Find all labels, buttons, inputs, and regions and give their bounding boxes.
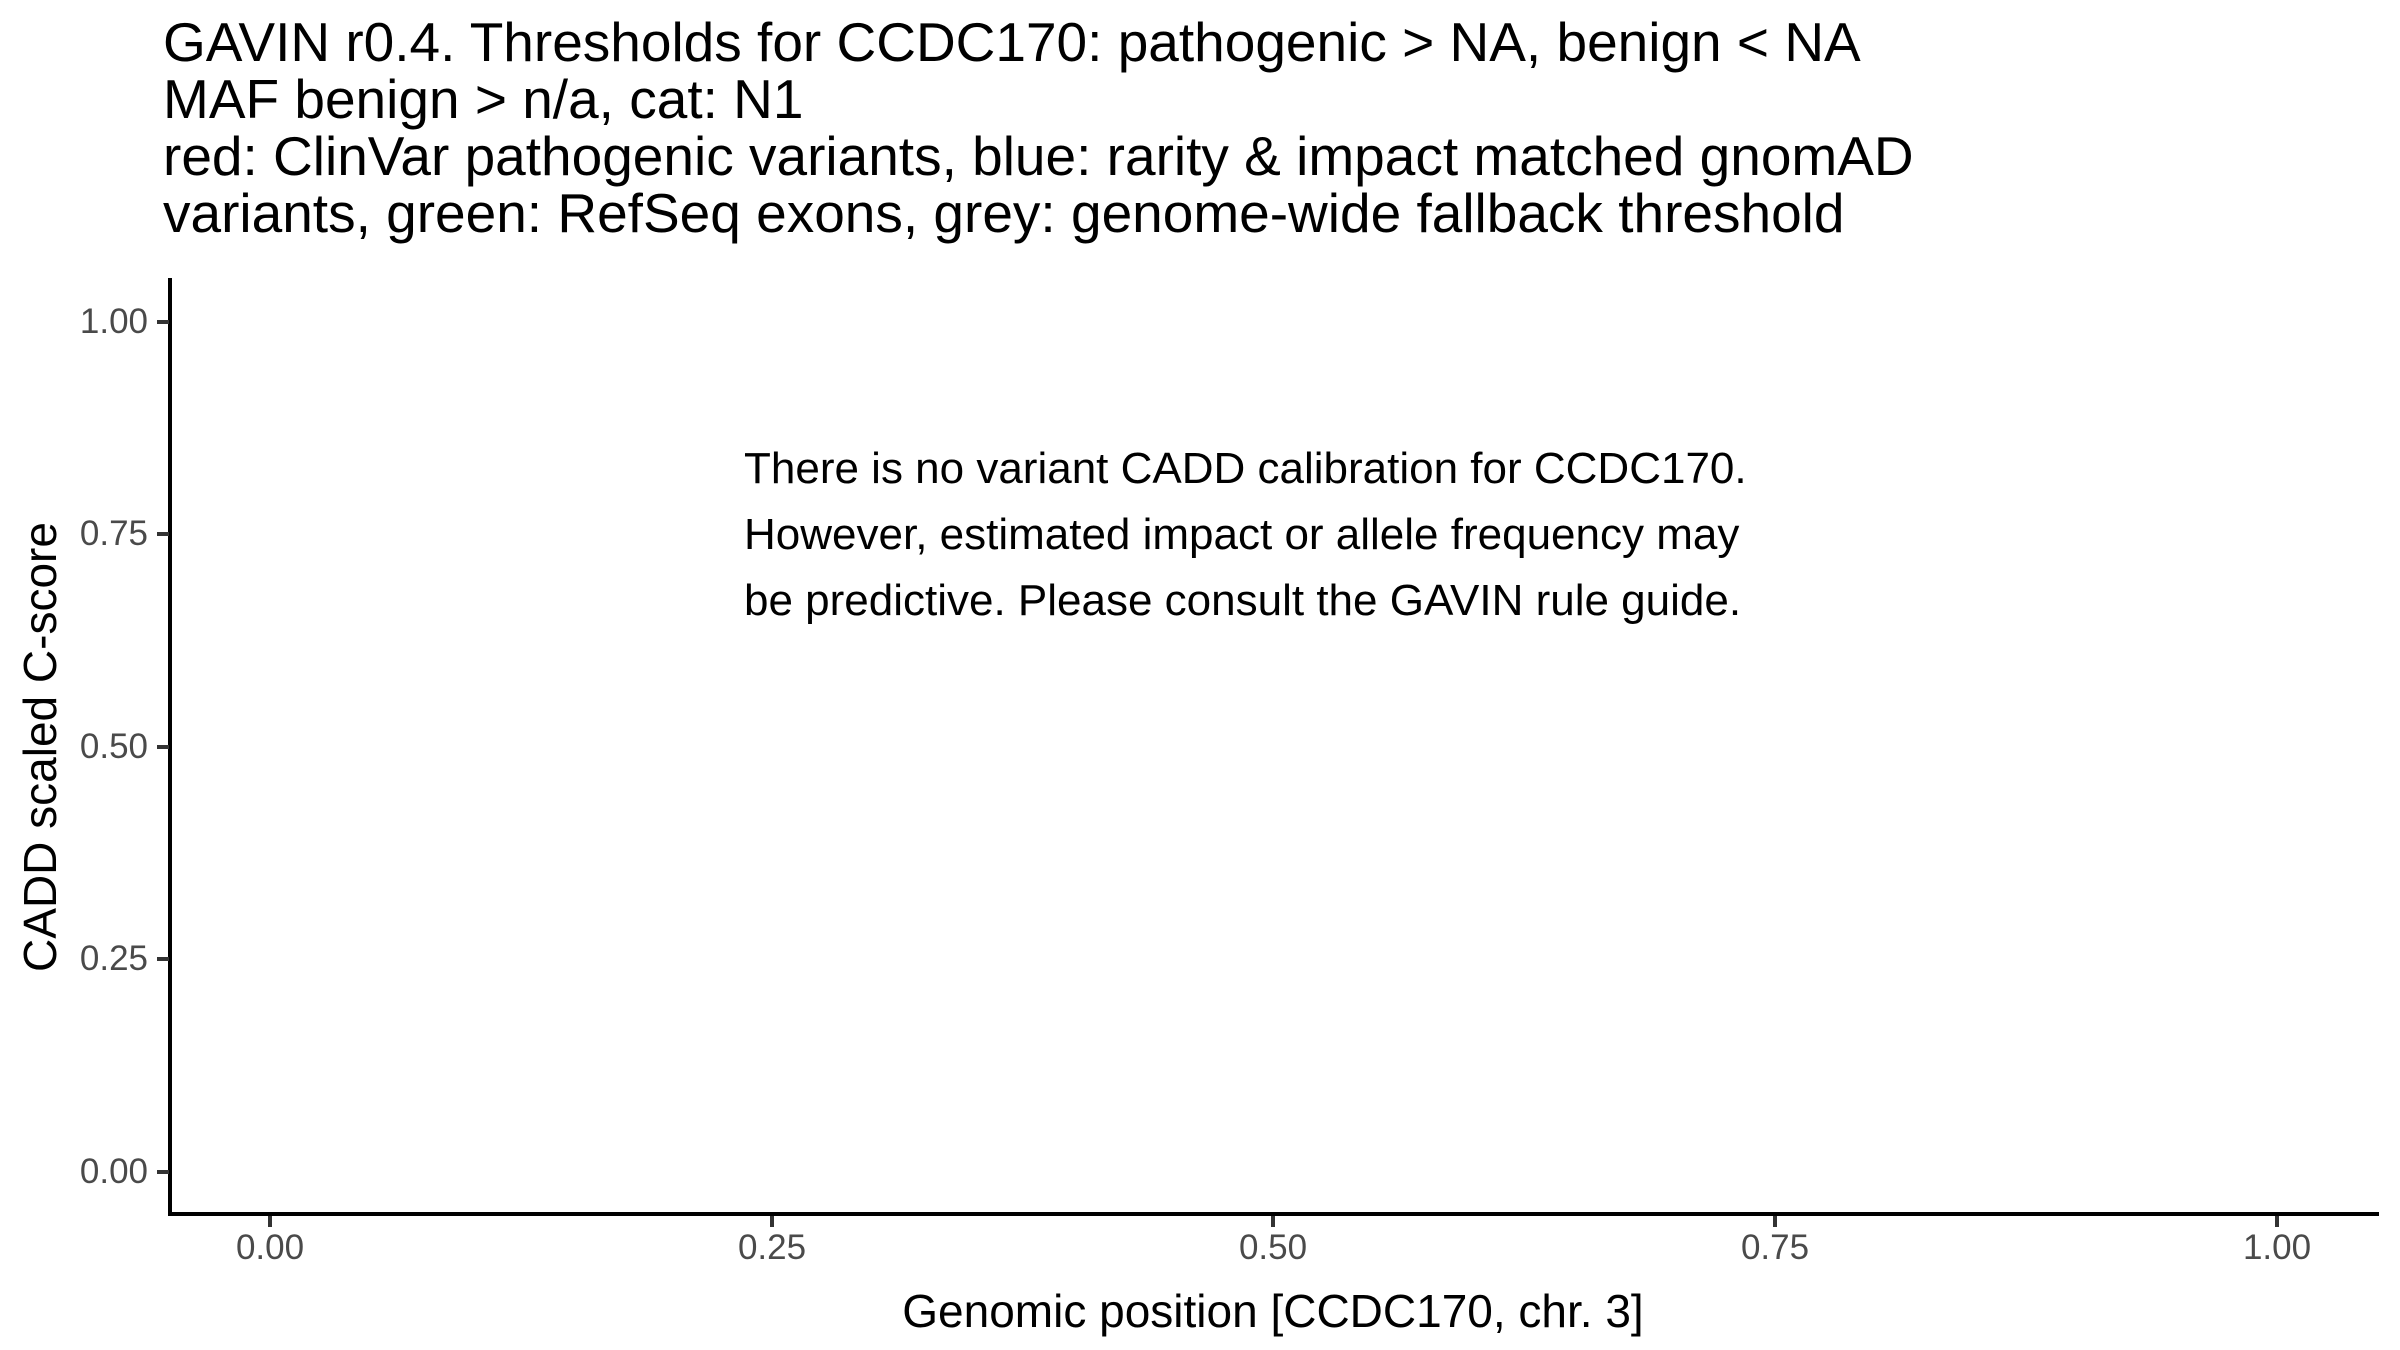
y-tick-mark-0.00 <box>157 1170 169 1174</box>
y-axis-line <box>168 278 172 1216</box>
y-tick-label: 0.25 <box>79 939 148 978</box>
x-tick-label: 0.50 <box>1238 1228 1308 1267</box>
x-tick-mark-0.25 <box>770 1216 774 1227</box>
x-tick-mark-1.00 <box>2275 1216 2279 1227</box>
x-tick-mark-0.75 <box>1773 1216 1777 1227</box>
y-tick-mark-0.25 <box>157 957 169 961</box>
x-tick-label: 0.00 <box>235 1228 305 1267</box>
y-tick-mark-1.00 <box>157 320 169 324</box>
x-tick-label: 0.25 <box>737 1228 807 1267</box>
no-calibration-annotation: There is no variant CADD calibration for… <box>744 444 1747 625</box>
y-tick-label: 0.00 <box>79 1152 148 1191</box>
x-axis-line <box>168 1212 2379 1216</box>
y-tick-label: 0.75 <box>79 514 148 553</box>
y-tick-label: 1.00 <box>79 302 148 341</box>
y-tick-mark-0.75 <box>157 532 169 536</box>
x-tick-mark-0.00 <box>268 1216 272 1227</box>
x-tick-label: 0.75 <box>1740 1228 1810 1267</box>
y-tick-mark-0.50 <box>157 745 169 749</box>
plot-title: GAVIN r0.4. Thresholds for CCDC170: path… <box>163 11 1914 244</box>
x-tick-mark-0.50 <box>1271 1216 1275 1227</box>
x-tick-label: 1.00 <box>2242 1228 2312 1267</box>
x-axis-title: Genomic position [CCDC170, chr. 3] <box>902 1285 1644 1337</box>
y-tick-label: 0.50 <box>79 727 148 766</box>
